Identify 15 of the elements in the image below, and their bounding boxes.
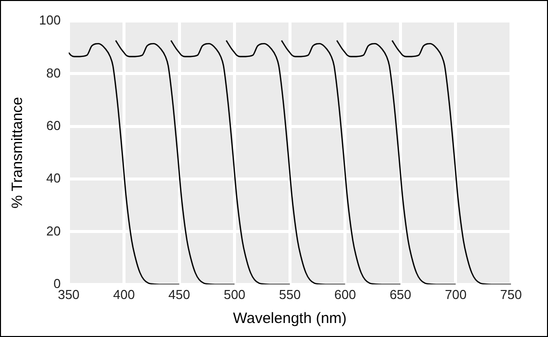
y-tick-label: 80 [46, 65, 61, 80]
y-tick-label: 20 [46, 223, 61, 238]
x-tick-label: 500 [224, 286, 246, 302]
x-tick-label: 750 [500, 286, 522, 302]
y-tick-label: 60 [46, 118, 61, 133]
x-tick-label: 550 [278, 286, 301, 302]
y-tick-label: 40 [46, 170, 61, 186]
y-axis-title: % Transmittance [9, 96, 26, 209]
x-tick-label: 450 [168, 286, 190, 302]
x-tick-label: 650 [390, 286, 412, 302]
y-tick-label: 100 [38, 12, 61, 28]
x-tick-label: 400 [113, 286, 135, 302]
x-tick-label: 600 [334, 286, 356, 302]
x-axis-title: Wavelength (nm) [233, 310, 347, 328]
x-tick-label: 700 [444, 286, 467, 302]
